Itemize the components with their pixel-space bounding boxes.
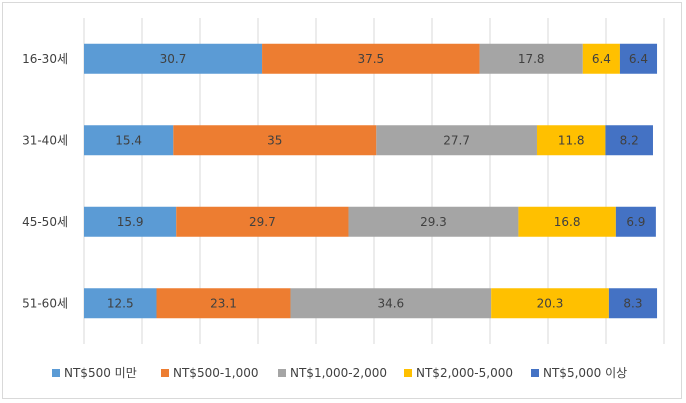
data-label: 34.6 — [377, 296, 404, 310]
data-label: 20.3 — [537, 296, 564, 310]
category-label: 51-60세 — [22, 296, 68, 310]
legend-label: NT$5,000 이상 — [543, 366, 627, 380]
legend-swatch — [278, 369, 286, 377]
bar-segment — [376, 125, 537, 156]
data-label: 37.5 — [357, 52, 384, 66]
data-label: 6.4 — [629, 52, 648, 66]
bar-segment — [605, 125, 653, 156]
bar-segment — [84, 125, 174, 156]
category-label: 31-40세 — [22, 133, 68, 147]
bar-segment — [84, 43, 263, 74]
bar-segment — [479, 43, 583, 74]
bar-segment — [608, 288, 658, 319]
bar-segment — [582, 43, 620, 74]
legend-swatch — [531, 369, 539, 377]
bar-segment — [262, 43, 480, 74]
data-label: 30.7 — [160, 52, 187, 66]
data-label: 15.4 — [115, 133, 142, 147]
data-label: 6.9 — [626, 215, 645, 229]
legend-swatch — [404, 369, 412, 377]
bar-segment — [518, 206, 616, 237]
data-label: 11.8 — [558, 133, 585, 147]
category-label: 16-30세 — [22, 52, 68, 66]
bar-segment — [348, 206, 519, 237]
data-label: 6.4 — [592, 52, 611, 66]
legend-swatch — [52, 369, 60, 377]
data-label: 16.8 — [554, 215, 581, 229]
bar-segment — [156, 288, 291, 319]
data-label: 35 — [267, 133, 282, 147]
bar-segment — [173, 125, 377, 156]
bar-segment — [536, 125, 606, 156]
bar-segment — [84, 288, 157, 319]
data-label: 12.5 — [107, 296, 134, 310]
legend-label: NT$500 미만 — [64, 366, 137, 380]
legend-label: NT$2,000-5,000 — [416, 366, 513, 380]
legend-label: NT$500-1,000 — [173, 366, 259, 380]
legend-swatch — [161, 369, 169, 377]
data-label: 23.1 — [210, 296, 237, 310]
bar-segment — [84, 206, 177, 237]
data-label: 8.2 — [620, 133, 639, 147]
data-label: 8.3 — [623, 296, 642, 310]
bar-segment — [619, 43, 658, 74]
bar-segment — [176, 206, 349, 237]
bar-segment — [290, 288, 492, 319]
data-label: 29.7 — [249, 215, 276, 229]
data-label: 17.8 — [518, 52, 545, 66]
data-label: 29.3 — [420, 215, 447, 229]
bar-segment — [615, 206, 656, 237]
data-label: 15.9 — [117, 215, 144, 229]
category-label: 45-50세 — [22, 215, 68, 229]
legend-label: NT$1,000-2,000 — [290, 366, 387, 380]
data-label: 27.7 — [443, 133, 470, 147]
bar-segment — [491, 288, 609, 319]
